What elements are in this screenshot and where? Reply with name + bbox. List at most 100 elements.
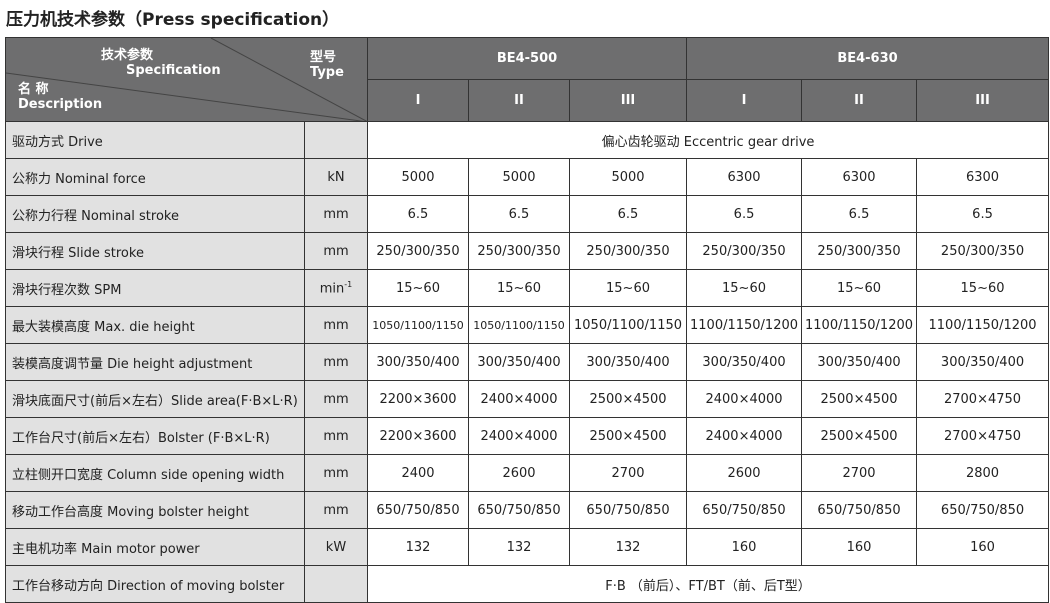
row-label: 工作台移动方向 Direction of moving bolster	[5, 565, 305, 603]
value-cell: 5000	[367, 158, 469, 196]
value-cell: 250/300/350	[568, 232, 688, 270]
table-row: 公称力 Nominal force kN 5000 5000 5000 6300 6300 6…	[5, 158, 1050, 196]
table-row: 装模高度调节量 Die height adjustment mm 300/350/4…	[5, 343, 1050, 381]
unit-text: mm	[323, 206, 349, 222]
unit-text: mm	[323, 243, 349, 259]
unit-text: mm	[323, 391, 349, 407]
value-cell: 2700	[568, 454, 688, 492]
value-cell: 6.5	[568, 195, 688, 233]
row-label: 滑块行程 Slide stroke	[5, 232, 305, 270]
value-cell: 250/300/350	[468, 232, 570, 270]
name-cn: 名 称	[18, 82, 49, 97]
row-label: 驱动方式 Drive	[5, 121, 305, 159]
row-unit: mm	[304, 232, 368, 270]
value-cell: 5000	[468, 158, 570, 196]
table-row: 滑块行程次数 SPM min-1 15~60 15~60 15~60 15~60 15~60…	[5, 269, 1050, 307]
value-cell: 250/300/350	[686, 232, 803, 270]
value-cell: 250/300/350	[801, 232, 918, 270]
value-cell: 2400×4000	[686, 380, 803, 418]
value-cell: 2200×3600	[367, 417, 469, 455]
row-label: 滑块底面尺寸(前后×左右）Slide area(F·B×L·R)	[5, 380, 305, 418]
row-label: 主电机功率 Main motor power	[5, 528, 305, 566]
table-row: 立柱侧开口宽度 Column side opening width mm 2400 2…	[5, 454, 1050, 492]
value-cell: 300/350/400	[367, 343, 469, 381]
value-cell: 15~60	[568, 269, 688, 307]
value-cell: 2700×4750	[916, 380, 1050, 418]
value-cell: 1100/1150/1200	[686, 306, 803, 344]
value-cell: 6300	[686, 158, 803, 196]
row-unit: kW	[304, 528, 368, 566]
subtype-header: II	[468, 79, 570, 122]
value-cell: 650/750/850	[801, 491, 918, 529]
value-cell: 132	[568, 528, 688, 566]
value-cell: 15~60	[367, 269, 469, 307]
spec-cn: 技术参数	[101, 48, 154, 63]
table-row: 工作台移动方向 Direction of moving bolster F·B （…	[5, 565, 1050, 603]
value-cell: 160	[686, 528, 803, 566]
row-unit: mm	[304, 417, 368, 455]
diagonal-lines	[6, 38, 367, 121]
value-cell: 1050/1100/1150	[468, 306, 570, 344]
spec-en: Specification	[126, 63, 221, 78]
value-cell: 2600	[468, 454, 570, 492]
value-cell: 300/350/400	[468, 343, 570, 381]
value-cell: 2600	[686, 454, 803, 492]
row-unit: mm	[304, 491, 368, 529]
subtype-header: III	[568, 79, 688, 122]
value-cell: 160	[801, 528, 918, 566]
table-row: 驱动方式 Drive 偏心齿轮驱动 Eccentric gear drive	[5, 121, 1050, 159]
table-row: 滑块底面尺寸(前后×左右）Slide area(F·B×L·R) mm 2200×3…	[5, 380, 1050, 418]
value-cell: 300/350/400	[568, 343, 688, 381]
value-cell: 160	[916, 528, 1050, 566]
row-unit: mm	[304, 380, 368, 418]
model-header: BE4-500	[366, 37, 688, 80]
unit-superscript: -1	[344, 279, 353, 289]
row-label: 滑块行程次数 SPM	[5, 269, 305, 307]
row-label: 公称力行程 Nominal stroke	[5, 195, 305, 233]
unit-text: mm	[323, 502, 349, 518]
unit-text: mm	[323, 317, 349, 333]
value-cell: 6.5	[916, 195, 1050, 233]
row-label: 移动工作台高度 Moving bolster height	[5, 491, 305, 529]
value-cell: 6.5	[686, 195, 803, 233]
value-cell: 250/300/350	[367, 232, 469, 270]
value-cell: 2500×4500	[568, 417, 688, 455]
value-cell: 250/300/350	[916, 232, 1050, 270]
row-label: 最大装模高度 Max. die height	[5, 306, 305, 344]
unit-text: kW	[325, 539, 347, 555]
model-header: BE4-630	[686, 37, 1050, 80]
subtype-header: II	[801, 79, 918, 122]
spec-table: 技术参数 Specification 型号 Type 名 称 Description …	[5, 37, 1050, 603]
value-cell: 2400×4000	[468, 417, 570, 455]
row-unit	[304, 565, 368, 603]
value-cell: 2500×4500	[568, 380, 688, 418]
value-cell: 2500×4500	[801, 417, 918, 455]
value-cell: 300/350/400	[686, 343, 803, 381]
unit-text: mm	[323, 465, 349, 481]
row-label: 工作台尺寸(前后×左右）Bolster (F·B×L·R)	[5, 417, 305, 455]
value-cell: 15~60	[468, 269, 570, 307]
value-cell: 300/350/400	[801, 343, 918, 381]
row-unit: min-1	[304, 269, 368, 307]
subtype-header: I	[367, 79, 469, 122]
name-en: Description	[18, 97, 103, 112]
value-cell: 2200×3600	[367, 380, 469, 418]
page-title: 压力机技术参数（Press specification）	[6, 10, 340, 30]
row-label: 公称力 Nominal force	[5, 158, 305, 196]
row-label: 立柱侧开口宽度 Column side opening width	[5, 454, 305, 492]
value-cell: 650/750/850	[686, 491, 803, 529]
row-unit	[304, 121, 368, 159]
value-cell: 2700	[801, 454, 918, 492]
type-cn: 型号	[310, 50, 337, 65]
value-cell: 5000	[568, 158, 688, 196]
subtype-header: III	[916, 79, 1050, 122]
unit-text: kN	[327, 169, 345, 185]
value-cell: 6.5	[367, 195, 469, 233]
value-cell: 2400	[367, 454, 469, 492]
table-row: 公称力行程 Nominal stroke mm 6.5 6.5 6.5 6.5 6.5 6.5	[5, 195, 1050, 233]
unit-text: mm	[323, 428, 349, 444]
value-cell: 1100/1150/1200	[916, 306, 1050, 344]
row-unit: mm	[304, 306, 368, 344]
table-row: 主电机功率 Main motor power kW 132 132 132 160 160 1…	[5, 528, 1050, 566]
value-cell: 1050/1100/1150	[367, 306, 469, 344]
